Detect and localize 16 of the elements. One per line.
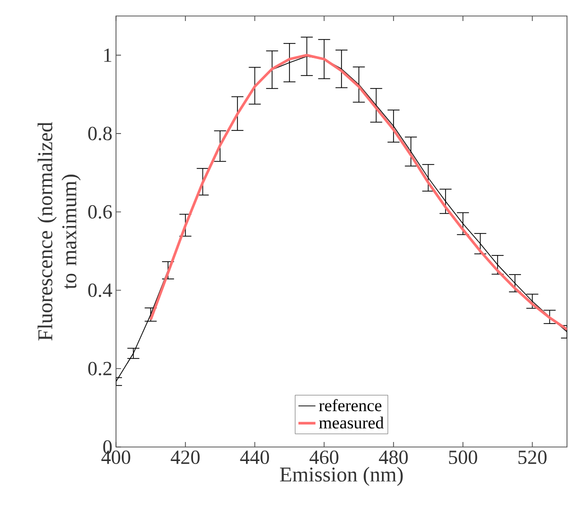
x-tick-label: 440 [240,450,270,464]
x-tick-label: 460 [310,450,338,464]
y-tick-label: 1 [104,48,112,62]
y-tick-label: 0.4 [88,283,112,298]
legend-label: reference [319,399,382,412]
x-tick-label: 480 [378,450,408,464]
y-tick-label: 0.6 [88,205,112,219]
x-tick-label: 500 [449,450,478,464]
y-tick-label: 0.2 [88,362,112,376]
x-axis-title: Emission (nm) [280,466,403,486]
line-series [149,54,568,331]
y-tick-label: 0.8 [88,126,112,140]
x-tick-label: 420 [170,450,200,464]
legend-label: measured [319,416,384,429]
x-tick-label: 520 [518,450,547,464]
y-axis-title: Fluorescence (normalized to maximum) [38,122,81,341]
